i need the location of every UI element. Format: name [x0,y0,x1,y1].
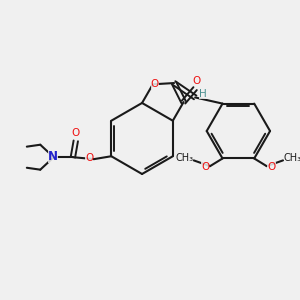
Text: N: N [48,150,58,163]
Text: O: O [267,162,276,172]
Text: O: O [151,79,159,89]
Text: O: O [85,153,93,163]
Text: CH₃: CH₃ [175,154,193,164]
Text: CH₃: CH₃ [284,154,300,164]
Text: O: O [72,128,80,138]
Text: O: O [192,76,200,86]
Text: H: H [199,88,207,99]
Text: O: O [201,162,209,172]
